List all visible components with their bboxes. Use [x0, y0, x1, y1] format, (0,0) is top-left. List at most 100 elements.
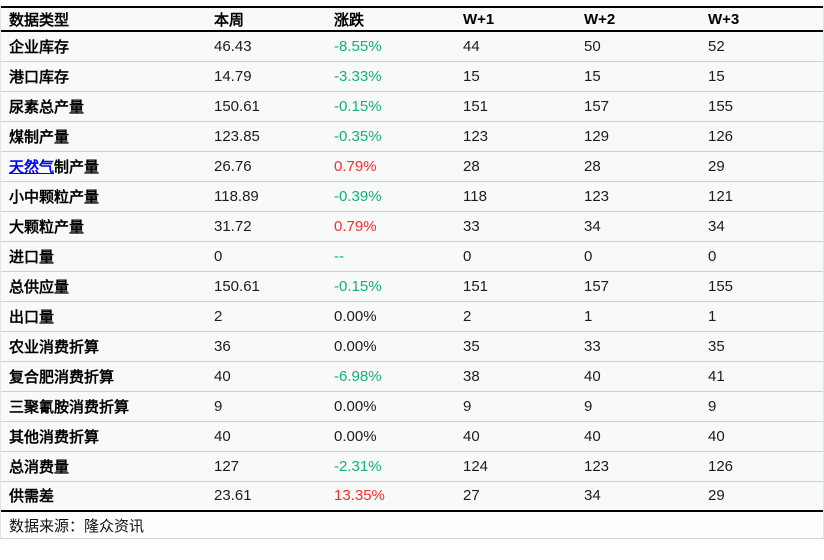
cell-w1: 9 — [455, 391, 576, 422]
cell-week: 31.72 — [206, 211, 326, 242]
table-row: 小中颗粒产量 118.89 -0.39% 118 123 121 — [1, 181, 823, 212]
cell-w2: 15 — [576, 61, 700, 92]
row-label-cell: 煤制产量 — [1, 121, 206, 152]
row-label: 总消费量 — [9, 458, 70, 476]
row-label: 制产量 — [54, 158, 100, 176]
table-row: 出口量 2 0.00% 2 1 1 — [1, 301, 823, 332]
table-row: 其他消费折算 40 0.00% 40 40 40 — [1, 421, 823, 452]
row-label-cell: 大颗粒产量 — [1, 211, 206, 242]
cell-week: 40 — [206, 361, 326, 392]
cell-w2: 157 — [576, 91, 700, 122]
cell-change: 0.00% — [326, 391, 455, 422]
cell-w1: 28 — [455, 151, 576, 182]
row-label: 企业库存 — [9, 38, 70, 56]
row-label-cell: 天然气制产量 — [1, 151, 206, 182]
row-label: 总供应量 — [9, 278, 70, 296]
table-row: 复合肥消费折算 40 -6.98% 38 40 41 — [1, 361, 823, 392]
cell-w1: 124 — [455, 451, 576, 482]
cell-change: 0.00% — [326, 331, 455, 362]
cell-w2: 40 — [576, 421, 700, 452]
cell-week: 23.61 — [206, 481, 326, 512]
column-header-change: 涨跌 — [326, 6, 455, 32]
cell-change: 0.00% — [326, 421, 455, 452]
cell-week: 9 — [206, 391, 326, 422]
natural-gas-link[interactable]: 天然气 — [9, 158, 55, 176]
cell-w1: 151 — [455, 271, 576, 302]
cell-w1: 151 — [455, 91, 576, 122]
cell-w3: 40 — [700, 421, 823, 452]
cell-w3: 126 — [700, 121, 823, 152]
change-value: -6.98% — [334, 367, 382, 385]
column-header-w3: W+3 — [700, 6, 823, 32]
cell-change: -0.39% — [326, 181, 455, 212]
change-value: -0.39% — [334, 187, 382, 205]
change-value: 0.00% — [334, 337, 377, 355]
cell-w1: 44 — [455, 31, 576, 62]
data-source-label: 数据来源：隆众资讯 — [9, 517, 145, 535]
row-label: 农业消费折算 — [9, 338, 100, 356]
cell-w3: 1 — [700, 301, 823, 332]
row-label: 煤制产量 — [9, 128, 70, 146]
cell-change: -- — [326, 241, 455, 272]
row-label-cell: 总供应量 — [1, 271, 206, 302]
cell-week: 127 — [206, 451, 326, 482]
cell-change: -0.15% — [326, 91, 455, 122]
cell-week: 150.61 — [206, 91, 326, 122]
cell-change: -0.15% — [326, 271, 455, 302]
cell-week: 46.43 — [206, 31, 326, 62]
row-label: 供需差 — [9, 488, 55, 506]
cell-w1: 0 — [455, 241, 576, 272]
row-label-cell: 出口量 — [1, 301, 206, 332]
change-value: -3.33% — [334, 67, 382, 85]
row-label-cell: 供需差 — [1, 481, 206, 512]
cell-w3: 34 — [700, 211, 823, 242]
cell-week: 123.85 — [206, 121, 326, 152]
table-row: 供需差 23.61 13.35% 27 34 29 — [1, 481, 823, 512]
row-label-cell: 小中颗粒产量 — [1, 181, 206, 212]
row-label-cell: 三聚氰胺消费折算 — [1, 391, 206, 422]
cell-w3: 155 — [700, 271, 823, 302]
cell-w2: 33 — [576, 331, 700, 362]
header-row: 数据类型 本周 涨跌 W+1 W+2 W+3 — [1, 6, 823, 32]
cell-w3: 52 — [700, 31, 823, 62]
change-value: -- — [334, 247, 344, 265]
row-label-cell: 其他消费折算 — [1, 421, 206, 452]
change-value: -2.31% — [334, 457, 382, 475]
row-label-cell: 尿素总产量 — [1, 91, 206, 122]
table-row: 进口量 0 -- 0 0 0 — [1, 241, 823, 272]
cell-w3: 126 — [700, 451, 823, 482]
change-value: -0.15% — [334, 97, 382, 115]
cell-w2: 40 — [576, 361, 700, 392]
cell-w1: 2 — [455, 301, 576, 332]
cell-w2: 28 — [576, 151, 700, 182]
change-value: 0.00% — [334, 427, 377, 445]
cell-w1: 15 — [455, 61, 576, 92]
cell-w1: 38 — [455, 361, 576, 392]
row-label: 出口量 — [9, 308, 55, 326]
row-label: 大颗粒产量 — [9, 218, 85, 236]
row-label-cell: 港口库存 — [1, 61, 206, 92]
cell-change: 0.79% — [326, 211, 455, 242]
table-row: 天然气制产量 26.76 0.79% 28 28 29 — [1, 151, 823, 182]
row-label-cell: 复合肥消费折算 — [1, 361, 206, 392]
cell-week: 2 — [206, 301, 326, 332]
cell-w1: 33 — [455, 211, 576, 242]
cell-w1: 118 — [455, 181, 576, 212]
row-label: 小中颗粒产量 — [9, 188, 100, 206]
column-header-this-week: 本周 — [206, 6, 326, 32]
row-label-cell: 总消费量 — [1, 451, 206, 482]
table-row: 尿素总产量 150.61 -0.15% 151 157 155 — [1, 91, 823, 122]
column-header-w1: W+1 — [455, 6, 576, 32]
cell-w2: 34 — [576, 211, 700, 242]
table-row: 农业消费折算 36 0.00% 35 33 35 — [1, 331, 823, 362]
cell-w3: 29 — [700, 481, 823, 512]
cell-w2: 0 — [576, 241, 700, 272]
cell-w2: 9 — [576, 391, 700, 422]
cell-w3: 29 — [700, 151, 823, 182]
cell-w2: 157 — [576, 271, 700, 302]
table-row: 大颗粒产量 31.72 0.79% 33 34 34 — [1, 211, 823, 242]
cell-week: 0 — [206, 241, 326, 272]
cell-w3: 41 — [700, 361, 823, 392]
change-value: 0.00% — [334, 397, 377, 415]
row-label: 其他消费折算 — [9, 428, 100, 446]
